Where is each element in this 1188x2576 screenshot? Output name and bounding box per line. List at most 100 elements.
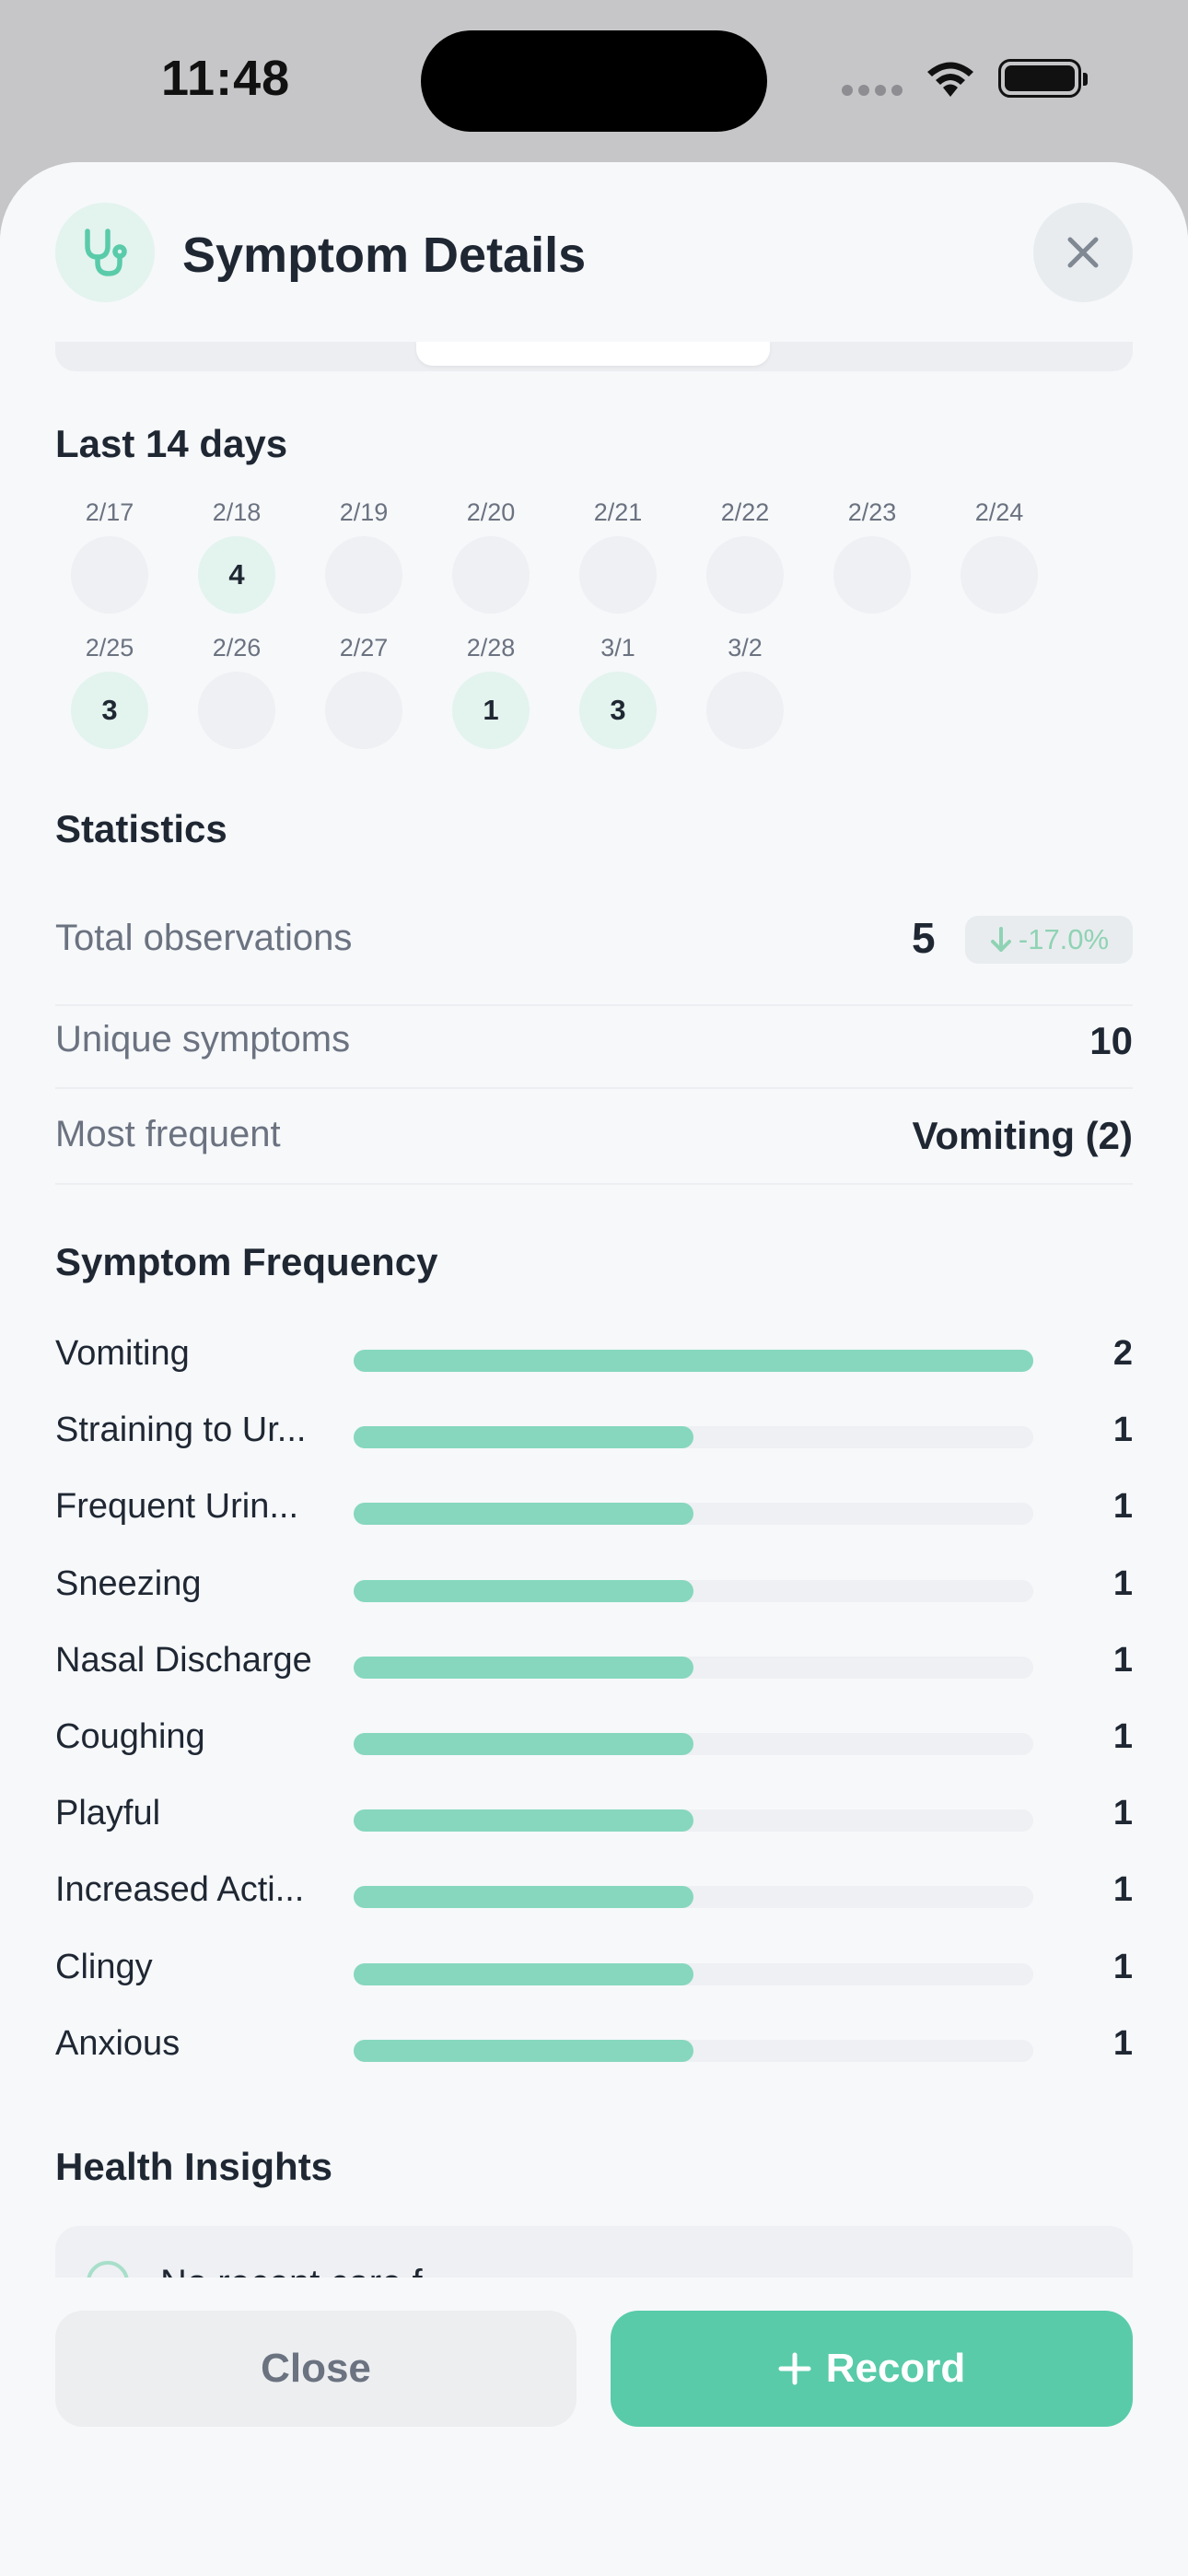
dynamic-island bbox=[421, 30, 767, 132]
frequency-label: Increased Acti... bbox=[55, 1870, 305, 1909]
divider bbox=[55, 1183, 1133, 1185]
calendar-day-count bbox=[833, 536, 911, 614]
calendar-day-date: 2/26 bbox=[212, 634, 262, 662]
stat-value: 10 bbox=[1089, 1019, 1133, 1062]
sheet-header: Symptom Details bbox=[0, 162, 1188, 342]
frequency-label: Sneezing bbox=[55, 1564, 202, 1603]
stat-most-frequent: Most frequent Vomiting (2) bbox=[55, 1114, 1133, 1169]
calendar-day-date: 2/18 bbox=[212, 498, 262, 526]
calendar-day-date: 2/17 bbox=[85, 498, 134, 526]
calendar-day-date: 2/28 bbox=[466, 634, 516, 662]
frequency-row: Sneezing 1 bbox=[55, 1559, 1133, 1614]
frequency-row: Clingy 1 bbox=[55, 1942, 1133, 1997]
frequency-bar-track bbox=[354, 1350, 1033, 1372]
frequency-count: 2 bbox=[1112, 1334, 1133, 1373]
stat-total: Total observations bbox=[55, 918, 1133, 973]
calendar-day-date: 2/19 bbox=[339, 498, 389, 526]
frequency-bar-fill bbox=[354, 1426, 693, 1448]
stat-label: Unique symptoms bbox=[55, 1019, 351, 1060]
close-icon-button[interactable] bbox=[1033, 203, 1133, 302]
trend-badge: -17.0% bbox=[965, 916, 1133, 964]
frequency-row: Playful 1 bbox=[55, 1788, 1133, 1844]
divider bbox=[55, 1004, 1133, 1006]
calendar-day-date: 3/2 bbox=[728, 634, 763, 662]
frequency-count: 1 bbox=[1112, 1564, 1133, 1603]
frequency-bar-fill bbox=[354, 1657, 693, 1679]
calendar-day-date: 2/25 bbox=[85, 634, 134, 662]
insights-title: Health Insights bbox=[55, 2145, 333, 2188]
frequency-bar-fill bbox=[354, 1503, 693, 1525]
frequency-row: Anxious 1 bbox=[55, 2019, 1133, 2074]
frequency-bar-track bbox=[354, 1886, 1033, 1908]
frequency-bar-fill bbox=[354, 1350, 1033, 1372]
frequency-bar-track bbox=[354, 1963, 1033, 1985]
frequency-bar-track bbox=[354, 1580, 1033, 1602]
frequency-count: 1 bbox=[1112, 2024, 1133, 2063]
frequency-bar-track bbox=[354, 1503, 1033, 1525]
frequency-count: 1 bbox=[1112, 1717, 1133, 1756]
arrow-down-icon bbox=[990, 927, 1011, 952]
calendar-day-count bbox=[579, 536, 657, 614]
frequency-label: Nasal Discharge bbox=[55, 1641, 312, 1680]
frequency-bar-track bbox=[354, 1657, 1033, 1679]
calendar-day-count: 3 bbox=[579, 672, 657, 749]
stat-label: Most frequent bbox=[55, 1114, 281, 1154]
frequency-label: Coughing bbox=[55, 1717, 205, 1756]
frequency-row: Coughing 1 bbox=[55, 1712, 1133, 1767]
frequency-row: Frequent Urin... 1 bbox=[55, 1481, 1133, 1537]
calendar-day-date: 3/1 bbox=[600, 634, 635, 662]
frequency-row: Straining to Ur... 1 bbox=[55, 1405, 1133, 1460]
calendar-day-count: 3 bbox=[71, 672, 148, 749]
frequency-bar-fill bbox=[354, 1809, 693, 1832]
frequency-bar-fill bbox=[354, 1733, 693, 1755]
signal-icon bbox=[842, 85, 904, 96]
calendar-day-count bbox=[325, 536, 402, 614]
battery-icon bbox=[998, 59, 1088, 98]
frequency-bar-fill bbox=[354, 1580, 693, 1602]
symptom-details-sheet: Symptom Details Last 14 days 2/17 2/18 4 2/… bbox=[0, 162, 1188, 2576]
calendar-day-date: 2/27 bbox=[339, 634, 389, 662]
frequency-bar-track bbox=[354, 1426, 1033, 1448]
calendar-day-count bbox=[452, 536, 530, 614]
record-label: Record bbox=[825, 2346, 966, 2391]
frequency-bar-fill bbox=[354, 2040, 693, 2062]
calendar-day-count bbox=[198, 672, 275, 749]
calendar-day-count bbox=[961, 536, 1038, 614]
calendar-day-count bbox=[71, 536, 148, 614]
frequency-count: 1 bbox=[1112, 1870, 1133, 1909]
plus-icon bbox=[778, 2352, 811, 2385]
frequency-bar-track bbox=[354, 2040, 1033, 2062]
sheet-title: Symptom Details bbox=[182, 228, 587, 283]
frequency-bar-track bbox=[354, 1809, 1033, 1832]
segmented-control-active[interactable] bbox=[416, 342, 770, 366]
frequency-label: Vomiting bbox=[55, 1334, 190, 1373]
frequency-label: Anxious bbox=[55, 2024, 181, 2063]
statistics-title: Statistics bbox=[55, 807, 227, 850]
frequency-count: 1 bbox=[1112, 1411, 1133, 1449]
close-button[interactable]: Close bbox=[55, 2311, 577, 2427]
frequency-bar-fill bbox=[354, 1963, 693, 1985]
wifi-icon bbox=[927, 62, 973, 97]
stethoscope-icon bbox=[55, 203, 155, 302]
calendar-day-date: 2/23 bbox=[847, 498, 897, 526]
stat-value: Vomiting (2) bbox=[912, 1114, 1133, 1157]
calendar-day-date: 2/20 bbox=[466, 498, 516, 526]
frequency-row: Vomiting 2 bbox=[55, 1329, 1133, 1384]
frequency-count: 1 bbox=[1112, 1641, 1133, 1680]
status-bar: 11:48 bbox=[0, 0, 1188, 161]
frequency-bar-fill bbox=[354, 1886, 693, 1908]
record-button[interactable]: Record bbox=[611, 2311, 1133, 2427]
frequency-label: Frequent Urin... bbox=[55, 1487, 298, 1526]
frequency-label: Clingy bbox=[55, 1948, 153, 1986]
calendar-day-count: 4 bbox=[198, 536, 275, 614]
status-time: 11:48 bbox=[161, 51, 291, 106]
stat-unique: Unique symptoms 10 bbox=[55, 1019, 1133, 1074]
footer-actions: Close Record bbox=[0, 2277, 1188, 2576]
stat-value: 5 bbox=[912, 914, 936, 962]
calendar-day-count bbox=[706, 672, 784, 749]
divider bbox=[55, 1087, 1133, 1089]
frequency-count: 1 bbox=[1112, 1948, 1133, 1986]
trend-value: -17.0% bbox=[1018, 923, 1110, 955]
calendar-day-count bbox=[325, 672, 402, 749]
calendar-day-date: 2/22 bbox=[720, 498, 770, 526]
